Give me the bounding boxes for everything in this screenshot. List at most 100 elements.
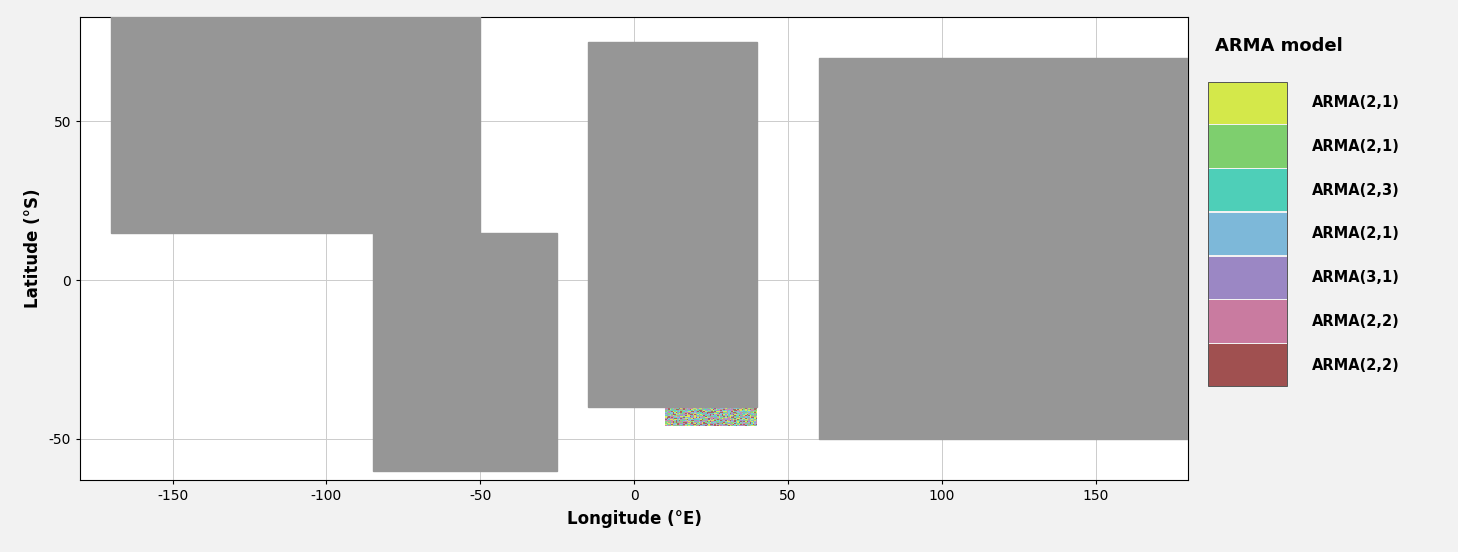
Bar	[749, 418, 751, 419]
Bar	[1072, 152, 1073, 153]
Bar	[1096, 401, 1098, 403]
Bar	[1096, 182, 1099, 183]
Bar	[1110, 219, 1112, 220]
Bar	[695, 402, 697, 403]
Bar	[695, 373, 697, 374]
Bar	[1101, 147, 1104, 148]
Bar	[437, 140, 439, 142]
Bar	[694, 368, 695, 369]
Bar	[713, 424, 714, 425]
Bar	[1131, 172, 1133, 173]
Bar	[729, 421, 730, 422]
Bar	[755, 420, 757, 421]
Bar	[1152, 345, 1153, 347]
Bar	[1083, 375, 1085, 376]
Bar	[1137, 365, 1139, 367]
Bar	[471, 147, 472, 148]
Bar	[1137, 166, 1140, 167]
Bar	[1086, 172, 1088, 173]
Bar	[746, 396, 748, 397]
Bar	[1169, 401, 1171, 403]
Bar	[424, 150, 426, 152]
Bar	[1124, 382, 1126, 384]
Bar	[668, 366, 669, 367]
Bar	[712, 390, 713, 391]
Bar	[434, 220, 436, 221]
Bar	[703, 415, 706, 416]
Bar	[1143, 352, 1145, 353]
Bar	[1131, 392, 1133, 393]
Bar	[449, 126, 451, 128]
Bar	[706, 396, 707, 397]
Bar	[459, 209, 461, 211]
Bar	[1136, 148, 1137, 150]
Bar	[1166, 401, 1168, 403]
Bar	[712, 375, 713, 376]
Bar	[404, 131, 405, 133]
Bar	[707, 388, 709, 389]
Bar	[1155, 421, 1156, 422]
Bar	[464, 144, 465, 145]
Bar	[1150, 141, 1153, 143]
Bar	[1155, 412, 1156, 414]
Bar	[1101, 146, 1104, 147]
Bar	[681, 383, 682, 384]
Bar	[744, 378, 745, 379]
Bar	[1150, 399, 1152, 400]
Bar	[472, 204, 474, 206]
Bar	[1080, 395, 1082, 396]
Bar	[1142, 207, 1145, 209]
Bar	[744, 373, 745, 374]
Bar	[1139, 376, 1140, 378]
Bar	[668, 420, 669, 421]
Bar	[1121, 148, 1123, 150]
Bar	[416, 130, 417, 131]
Bar	[730, 382, 733, 383]
Bar	[423, 209, 424, 211]
Bar	[748, 368, 749, 369]
Bar	[1051, 206, 1054, 207]
Bar	[468, 164, 469, 166]
Bar	[404, 179, 405, 181]
Bar	[1117, 347, 1120, 348]
Bar	[469, 172, 471, 174]
Bar	[1114, 166, 1117, 167]
Bar	[1127, 211, 1128, 213]
Bar	[1037, 207, 1038, 209]
Bar	[720, 392, 722, 393]
Bar	[1153, 220, 1155, 221]
Bar	[1123, 359, 1124, 360]
Bar	[685, 385, 687, 386]
Bar	[701, 398, 703, 399]
Bar	[1131, 397, 1133, 399]
Bar	[1095, 150, 1096, 152]
Bar	[1130, 360, 1131, 362]
Bar	[717, 423, 719, 424]
Bar	[1137, 217, 1140, 219]
Bar	[745, 406, 746, 407]
Bar	[1142, 148, 1145, 150]
Bar	[697, 420, 698, 421]
Bar	[456, 206, 458, 208]
Bar	[474, 142, 475, 144]
Bar	[1124, 415, 1126, 417]
Bar	[669, 423, 671, 424]
Bar	[475, 189, 477, 191]
Bar	[1149, 210, 1150, 211]
Bar	[675, 392, 678, 393]
Bar	[1128, 355, 1130, 356]
Bar	[1069, 207, 1072, 209]
Bar	[1086, 145, 1088, 146]
Bar	[1108, 384, 1110, 385]
Bar	[719, 378, 720, 379]
Bar	[445, 199, 446, 201]
Bar	[1166, 344, 1168, 345]
Bar	[1088, 214, 1091, 216]
Bar	[1095, 183, 1096, 184]
Bar	[1083, 358, 1085, 359]
Bar	[448, 147, 449, 148]
Bar	[471, 150, 472, 152]
Bar	[471, 218, 472, 220]
Bar	[693, 400, 694, 401]
Bar	[1140, 422, 1142, 423]
